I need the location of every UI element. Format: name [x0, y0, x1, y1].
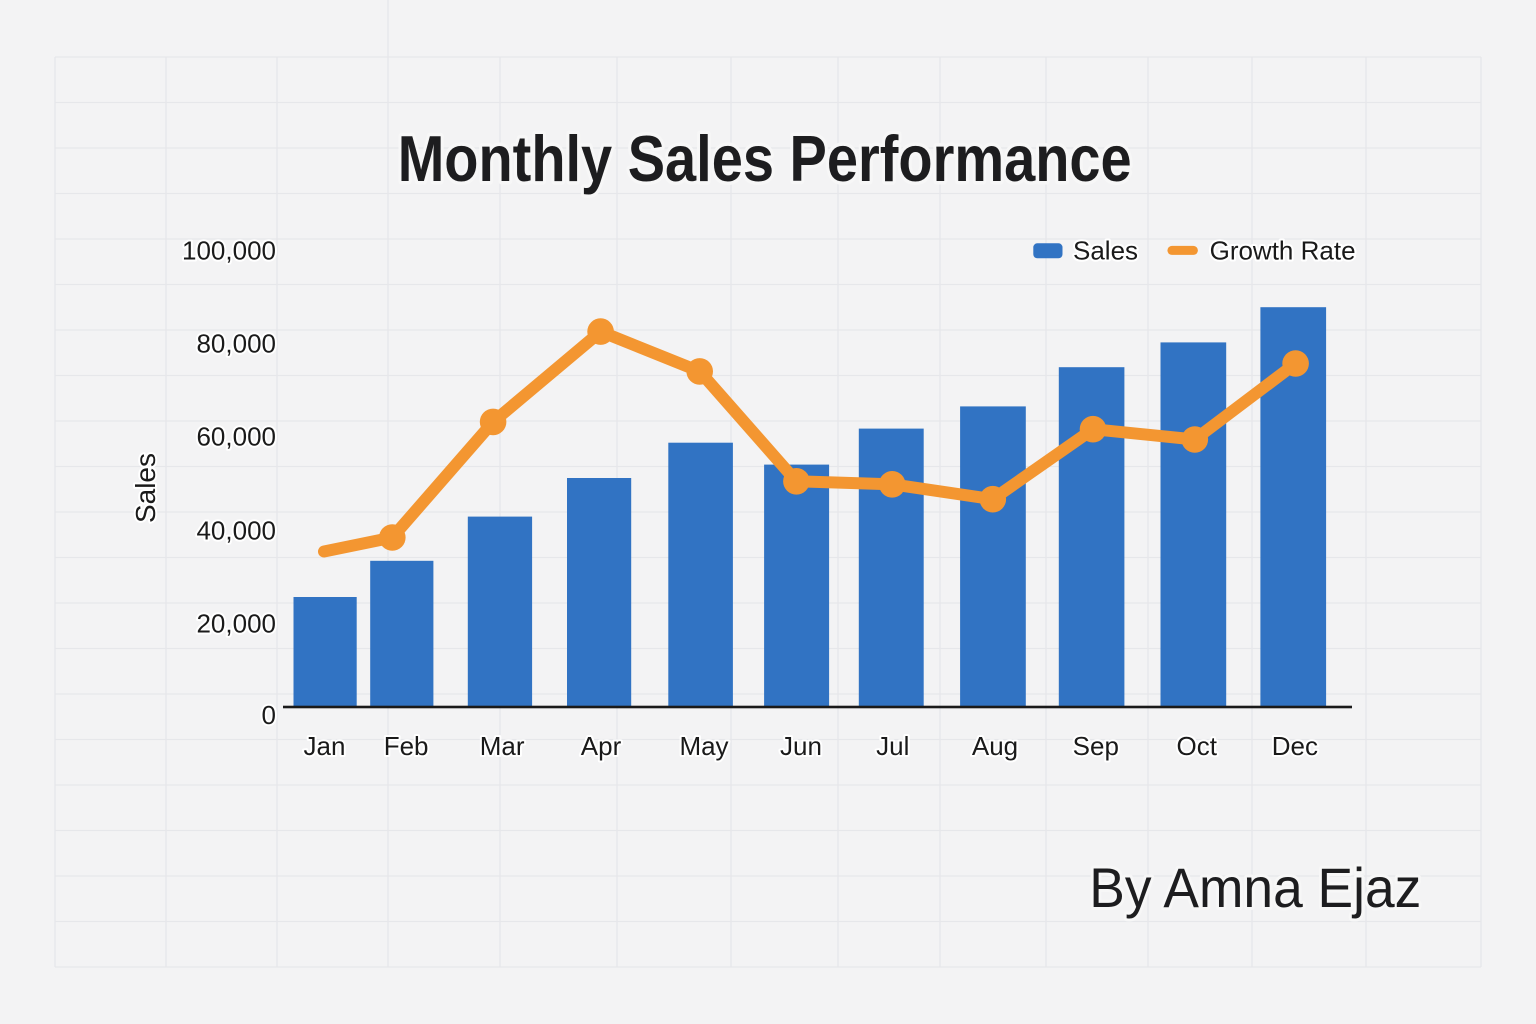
svg-text:Oct: Oct: [1176, 731, 1217, 761]
svg-text:20,000: 20,000: [196, 609, 276, 639]
svg-text:Sales: Sales: [130, 453, 161, 523]
svg-text:Jan: Jan: [304, 731, 346, 761]
svg-text:40,000: 40,000: [196, 516, 276, 546]
svg-text:80,000: 80,000: [196, 329, 276, 359]
svg-text:Feb: Feb: [384, 731, 429, 761]
svg-text:Apr: Apr: [581, 731, 622, 761]
svg-text:Dec: Dec: [1272, 731, 1318, 761]
svg-text:100,000: 100,000: [182, 236, 276, 266]
svg-text:Sep: Sep: [1073, 731, 1119, 761]
svg-text:Jul: Jul: [876, 731, 909, 761]
svg-text:Growth Rate: Growth Rate: [1210, 236, 1356, 266]
svg-text:Jun: Jun: [780, 731, 822, 761]
svg-text:By Amna Ejaz: By Amna Ejaz: [1089, 856, 1421, 919]
svg-text:Sales: Sales: [1073, 236, 1138, 266]
svg-text:Aug: Aug: [972, 731, 1018, 761]
svg-text:May: May: [679, 731, 728, 761]
svg-text:0: 0: [262, 700, 276, 730]
svg-text:60,000: 60,000: [196, 422, 276, 452]
svg-text:Mar: Mar: [480, 731, 525, 761]
svg-text:Monthly Sales Performance: Monthly Sales Performance: [398, 122, 1132, 195]
